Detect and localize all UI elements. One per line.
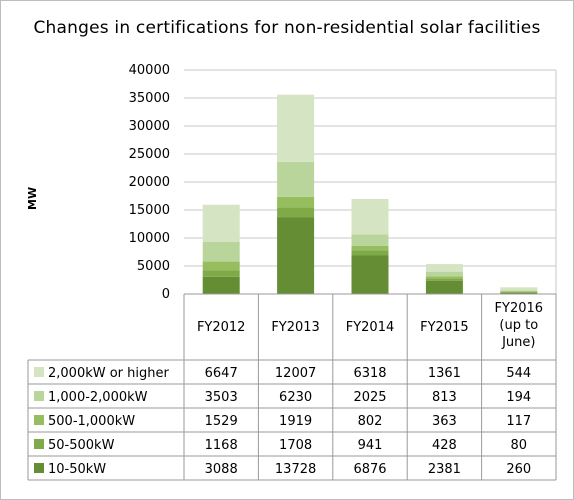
data-value: 1529: [205, 414, 238, 429]
data-value: 2381: [428, 462, 461, 477]
bar-50-500kw-fy2013: [277, 207, 315, 218]
bar-1-000-2-000kw-fy2015: [425, 271, 463, 277]
bar-500-1-000kw-fy2014: [351, 245, 389, 251]
bar-1-000-2-000kw-fy2014: [351, 234, 389, 246]
data-value: 260: [506, 462, 531, 477]
y-tick-label: 0: [162, 287, 170, 302]
data-value: 6647: [205, 366, 238, 381]
bar-50-500kw-fy2014: [351, 250, 389, 256]
legend-swatch: [34, 463, 44, 473]
data-value: 544: [506, 366, 531, 381]
chart-title: Changes in certifications for non-reside…: [33, 18, 541, 38]
category-label: FY2014: [346, 320, 395, 335]
data-value: 13728: [275, 462, 316, 477]
legend-swatch: [34, 415, 44, 425]
category-label: FY2016: [495, 301, 544, 316]
data-value: 6318: [353, 366, 386, 381]
y-tick-label: 25000: [129, 147, 170, 162]
data-value: 1361: [428, 366, 461, 381]
legend-label: 10-50kW: [48, 462, 106, 477]
data-value: 813: [432, 390, 457, 405]
data-value: 80: [511, 438, 528, 453]
bar-2-000kw-or-higher-fy2013: [277, 94, 315, 162]
bar-2-000kw-or-higher-fy2012: [202, 204, 240, 242]
y-tick-label: 20000: [129, 175, 170, 190]
bar-10-50kw-fy2012: [202, 276, 240, 294]
category-label: (up to: [499, 318, 538, 333]
bar-2-000kw-or-higher-fy2014: [351, 199, 389, 235]
data-value: 2025: [353, 390, 386, 405]
bar-50-500kw-fy2012: [202, 270, 240, 277]
y-tick-label: 30000: [129, 119, 170, 134]
category-label: FY2015: [420, 320, 469, 335]
legend-label: 1,000-2,000kW: [48, 390, 148, 405]
legend-label: 2,000kW or higher: [48, 366, 170, 381]
data-value: 12007: [275, 366, 316, 381]
bar-500-1-000kw-fy2013: [277, 196, 315, 208]
bar-500-1-000kw-fy2012: [202, 261, 240, 271]
bar-1-000-2-000kw-fy2016: [500, 290, 538, 292]
legend-swatch: [34, 439, 44, 449]
bar-10-50kw-fy2013: [277, 217, 315, 294]
data-value: 117: [506, 414, 531, 429]
bar-10-50kw-fy2014: [351, 255, 389, 294]
bar-10-50kw-fy2016: [500, 292, 538, 294]
bar-500-1-000kw-fy2015: [425, 276, 463, 279]
data-value: 194: [506, 390, 531, 405]
data-value: 802: [358, 414, 383, 429]
data-value: 6876: [353, 462, 386, 477]
data-value: 1919: [279, 414, 312, 429]
data-value: 3088: [205, 462, 238, 477]
data-value: 1708: [279, 438, 312, 453]
category-label: FY2013: [271, 320, 320, 335]
y-tick-label: 10000: [129, 231, 170, 246]
category-label: FY2012: [197, 320, 246, 335]
legend-label: 50-500kW: [48, 438, 115, 453]
data-value: 1168: [205, 438, 238, 453]
bar-50-500kw-fy2015: [425, 278, 463, 281]
y-tick-label: 15000: [129, 203, 170, 218]
data-value: 941: [358, 438, 383, 453]
data-value: 363: [432, 414, 457, 429]
category-label: June): [501, 335, 535, 350]
data-value: 3503: [205, 390, 238, 405]
y-tick-label: 5000: [137, 259, 170, 274]
bar-1-000-2-000kw-fy2012: [202, 241, 240, 262]
y-tick-label: 35000: [129, 91, 170, 106]
bar-2-000kw-or-higher-fy2015: [425, 264, 463, 272]
data-value: 428: [432, 438, 457, 453]
bar-50-500kw-fy2016: [500, 292, 538, 293]
bar-2-000kw-or-higher-fy2016: [500, 287, 538, 291]
legend-swatch: [34, 391, 44, 401]
bar-500-1-000kw-fy2016: [500, 291, 538, 293]
legend-swatch: [34, 367, 44, 377]
bar-10-50kw-fy2015: [425, 280, 463, 294]
bar-1-000-2-000kw-fy2013: [277, 161, 315, 197]
y-tick-label: 40000: [129, 63, 170, 78]
data-value: 6230: [279, 390, 312, 405]
legend-label: 500-1,000kW: [48, 414, 135, 429]
